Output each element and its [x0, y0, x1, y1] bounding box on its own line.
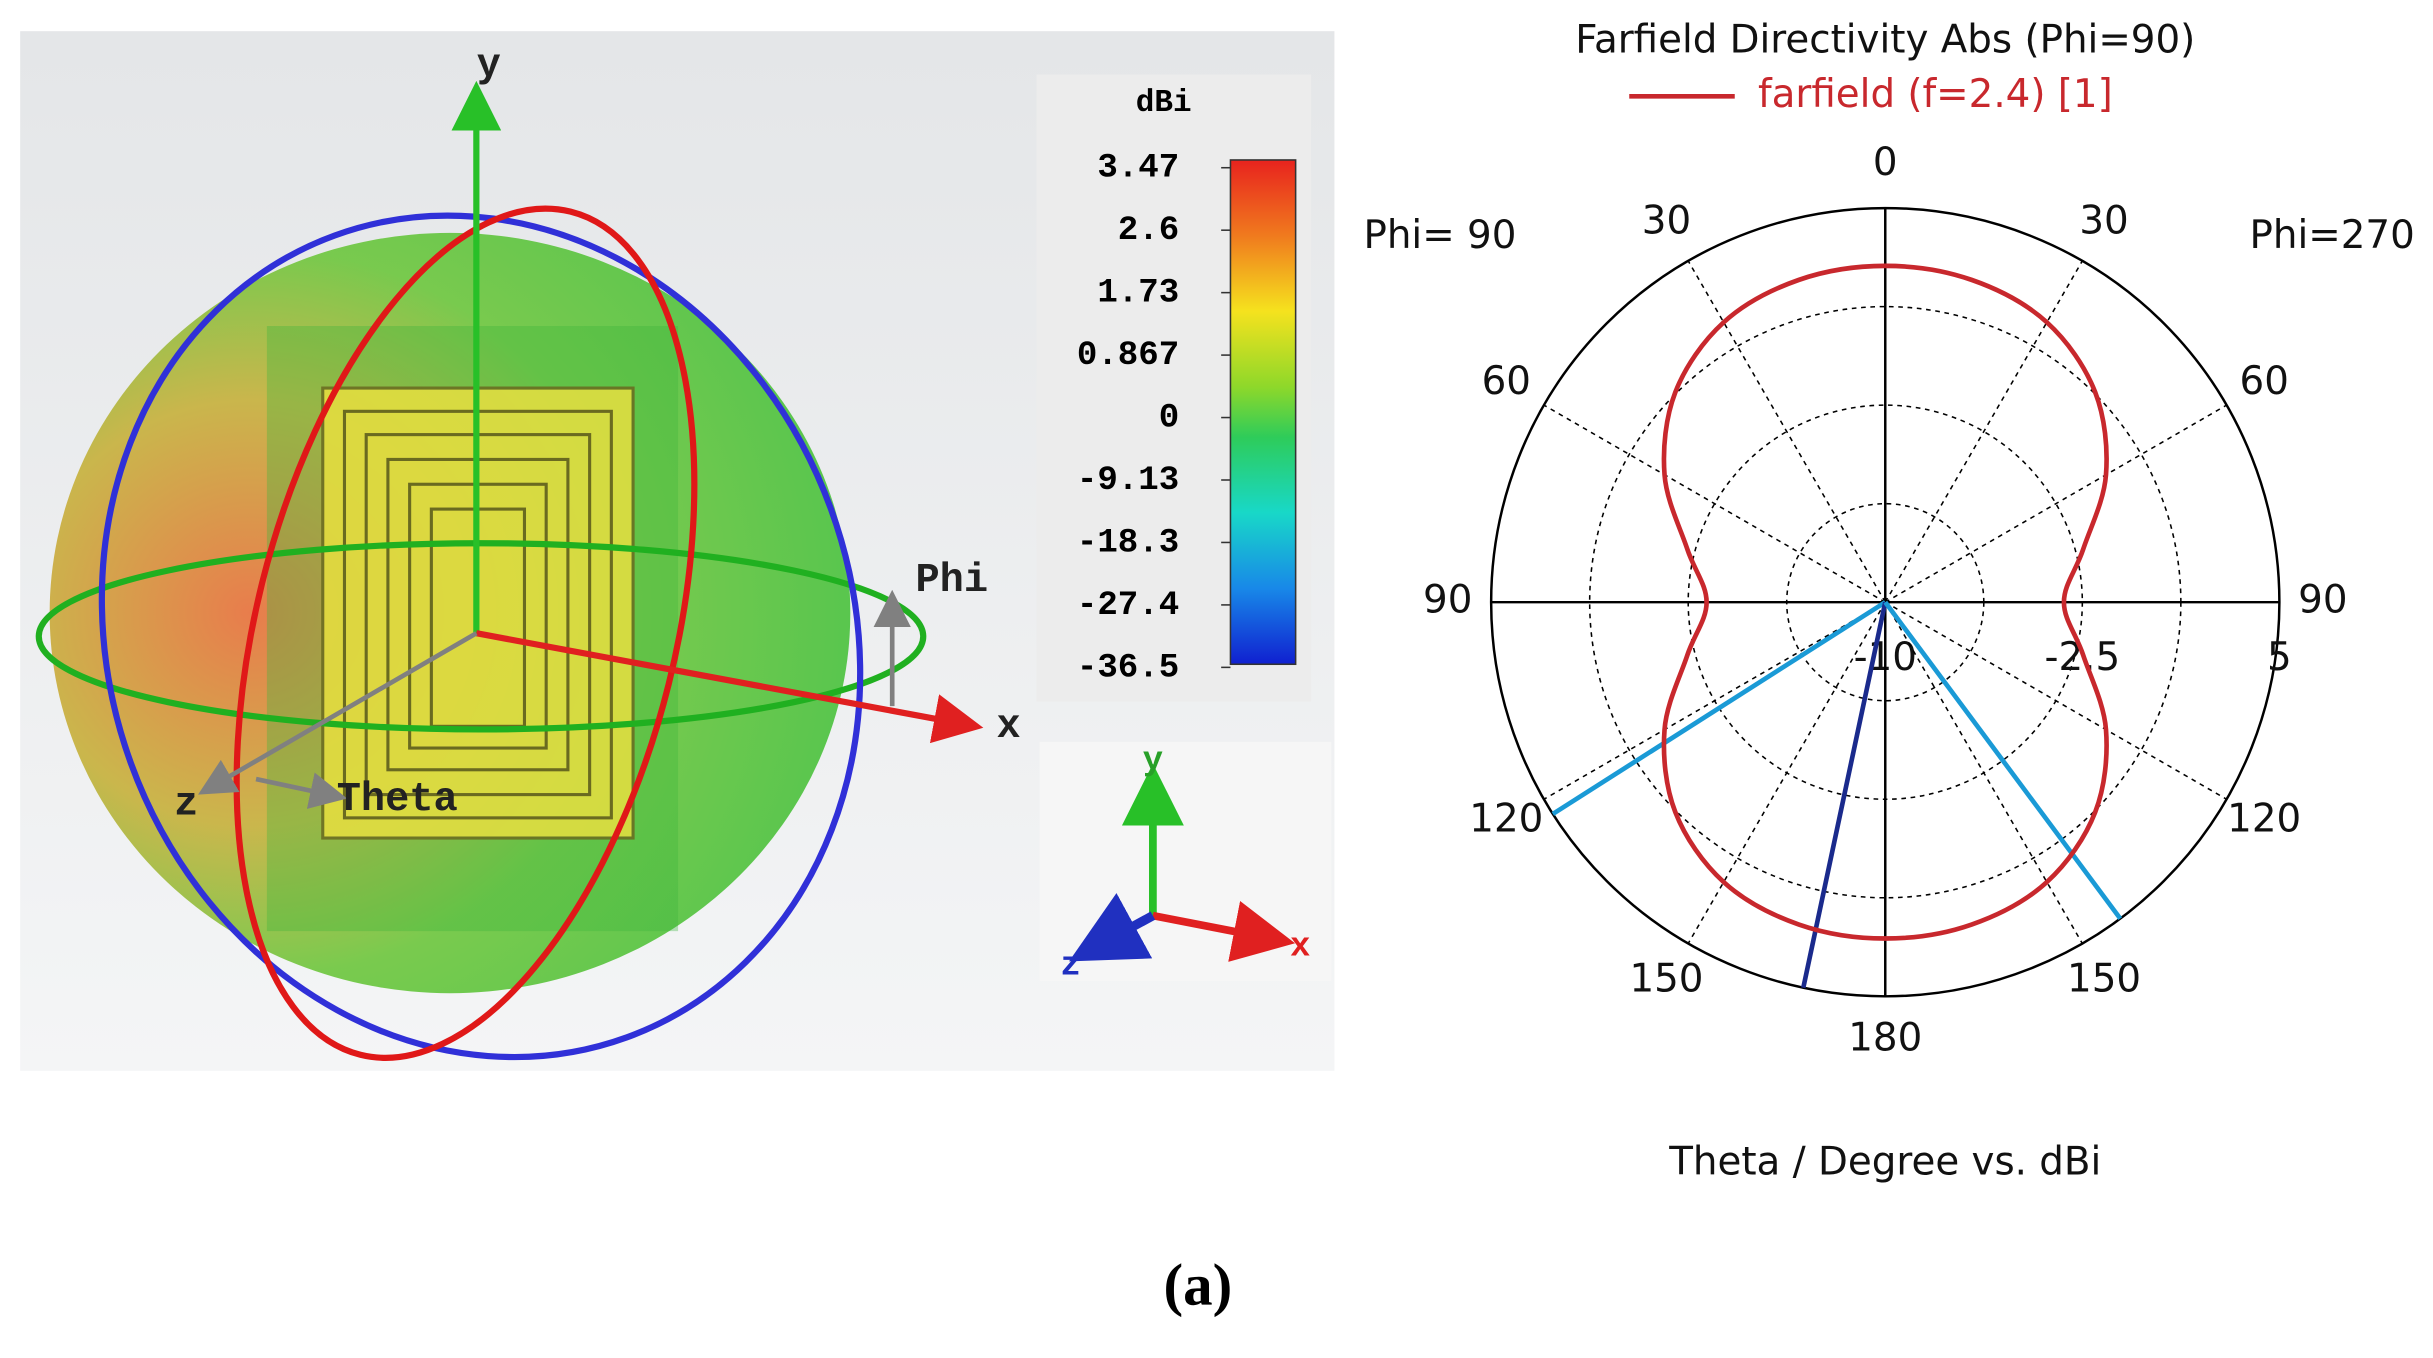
theta-tick-label: 150 — [1629, 957, 1703, 1002]
theta-tick-label: 60 — [1482, 359, 1531, 404]
colorbar-tick-label: -36.5 — [1077, 649, 1179, 687]
colorbar — [1229, 159, 1297, 666]
triad-label: x — [1290, 929, 1310, 967]
spoke — [1687, 260, 1886, 603]
marker-line — [1801, 601, 1888, 989]
theta-tick-label: 90 — [2298, 578, 2347, 623]
marker-line — [1883, 600, 2123, 920]
spoke — [1687, 601, 1886, 944]
triad-label: z — [1060, 947, 1080, 985]
triad-x — [1152, 900, 1296, 962]
colorbar-tick-label: 3.47 — [1097, 150, 1179, 188]
spoke — [1884, 404, 2227, 603]
colorbar-tick-label: -27.4 — [1077, 587, 1179, 625]
series-line — [1661, 263, 2109, 941]
spoke — [1884, 260, 2083, 603]
x-axis-label: Theta / Degree vs. dBi — [1668, 1139, 2101, 1184]
colorbar-tick-label: 2.6 — [1118, 212, 1179, 250]
triad-panel — [1039, 741, 1332, 981]
theta-tick-label: 30 — [1642, 199, 1691, 244]
chart-title: Farfield Directivity Abs (Phi=90) — [1575, 18, 2195, 63]
x-axis — [475, 630, 984, 744]
side-label: Phi= 90 — [1363, 213, 1516, 258]
elevation-ring — [233, 205, 698, 1061]
z-axis — [198, 631, 478, 795]
legend-label: farfield (f=2.4) [1] — [1758, 72, 2113, 117]
spoke — [1884, 601, 2227, 800]
colorbar-tick-label: 0 — [1159, 400, 1179, 438]
theta-ring — [98, 212, 864, 1061]
triad-label: y — [1143, 742, 1163, 780]
theta-tick-label: 0 — [1873, 140, 1898, 185]
theta-tick-label: 60 — [2240, 359, 2289, 404]
axis-label: y — [477, 43, 501, 89]
triad-z — [1068, 893, 1156, 962]
spoke — [1543, 601, 1886, 800]
marker-line — [1551, 600, 1887, 816]
theta-tick-label: 150 — [2067, 957, 2141, 1002]
colorbar-tick-label: 1.73 — [1097, 275, 1179, 313]
theta-tick-label: 30 — [2079, 199, 2128, 244]
colorbar-tick-label: 0.867 — [1077, 337, 1179, 375]
colorbar-title: dBi — [1136, 86, 1192, 121]
colorbar-tick-label: -9.13 — [1077, 462, 1179, 500]
axis-label: x — [996, 704, 1020, 750]
side-label: Phi=270 — [2250, 213, 2415, 258]
theta-tick-label: 90 — [1423, 578, 1472, 623]
theta-tick-label: 180 — [1848, 1015, 1922, 1060]
axis-label: Theta — [337, 777, 458, 823]
theta-tick-label: 120 — [1469, 796, 1543, 841]
theta-arrow — [255, 772, 348, 809]
axis-label: Phi — [915, 558, 988, 604]
caption: (a) — [1164, 1252, 1233, 1318]
theta-tick-label: 120 — [2227, 796, 2301, 841]
r-tick-label: 5 — [2267, 635, 2292, 680]
colorbar-tick-label: -18.3 — [1077, 524, 1179, 562]
spoke — [1884, 601, 2083, 944]
axis-label: z — [174, 782, 198, 828]
phi-ring — [35, 540, 927, 733]
spoke — [1543, 404, 1886, 603]
